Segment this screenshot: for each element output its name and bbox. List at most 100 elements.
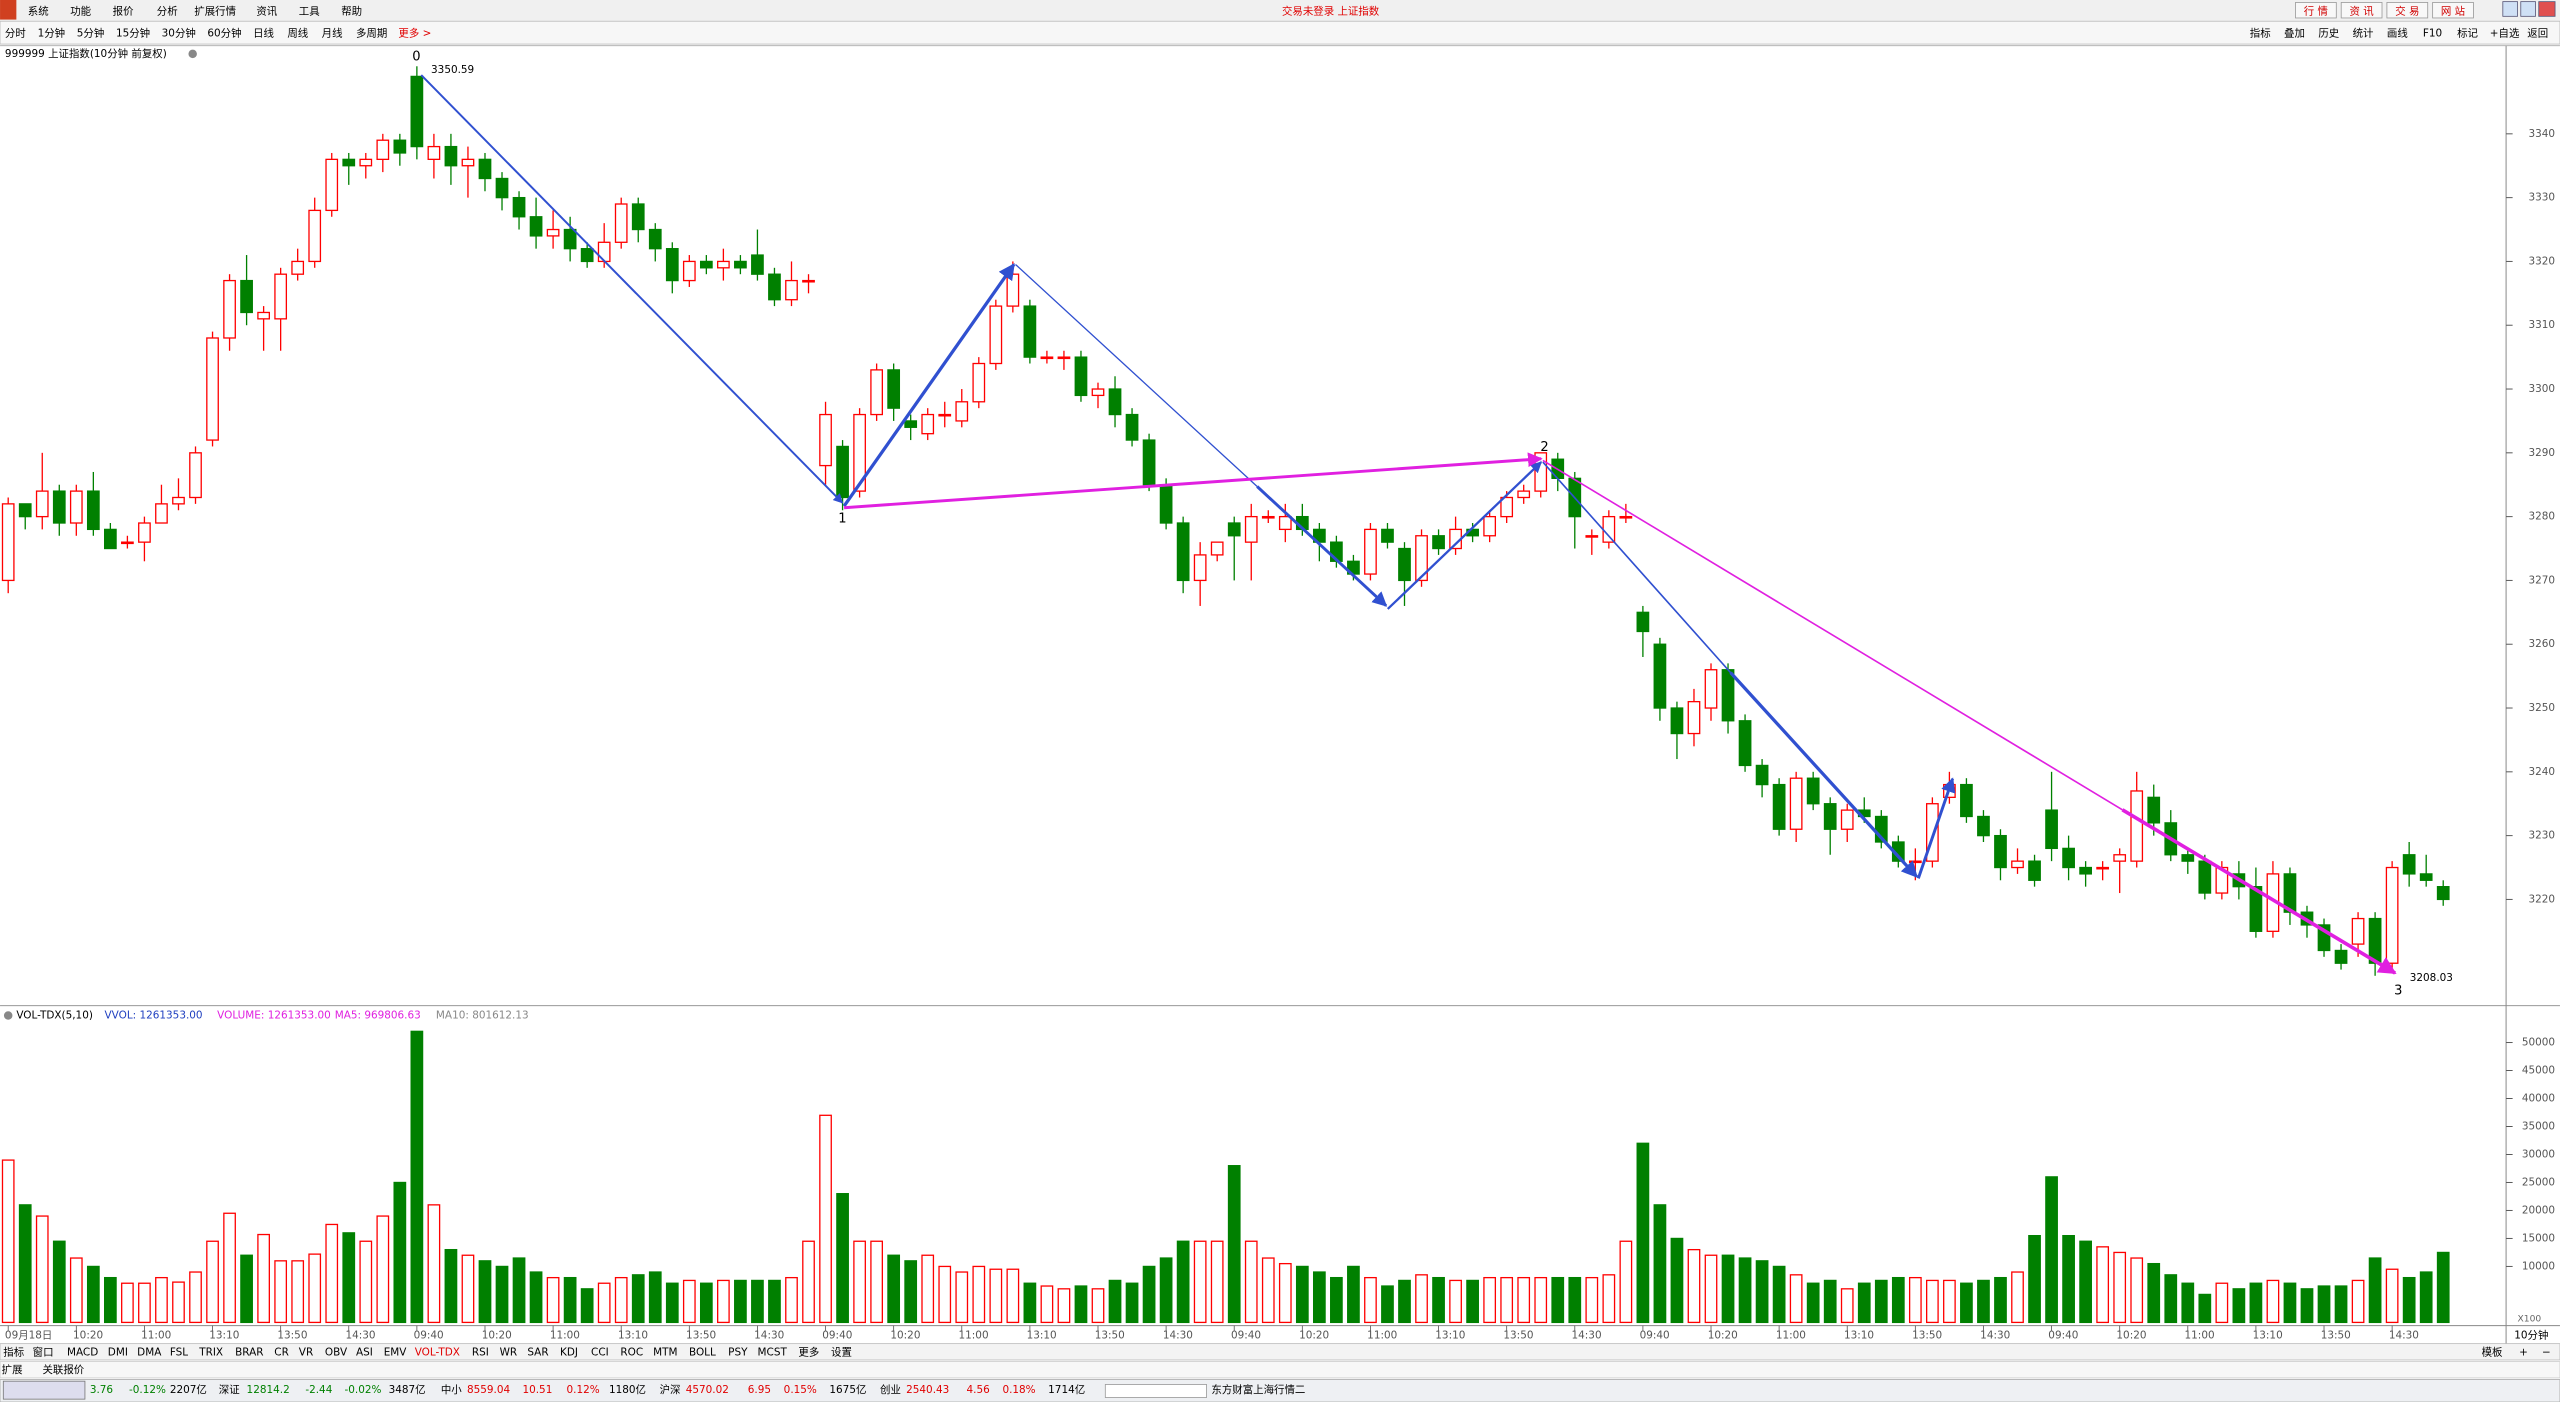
tool-button[interactable]: 指标 <box>2250 26 2271 39</box>
volume-bar <box>1636 1142 1650 1324</box>
period-button[interactable]: 周线 <box>287 26 308 39</box>
indicator-tab[interactable]: DMA <box>137 1347 162 1359</box>
x-tick-label: 13:10 <box>2253 1329 2283 1341</box>
indicator-tab[interactable]: CCI <box>591 1347 609 1359</box>
indicator-tab[interactable]: MACD <box>67 1347 98 1359</box>
menu-item[interactable]: 资讯 <box>256 5 277 17</box>
tool-button[interactable]: 叠加 <box>2284 27 2305 39</box>
volume-bar <box>1295 1265 1309 1324</box>
extra-tab[interactable]: 关联报价 <box>42 1363 84 1376</box>
y-tick-label: 40000 <box>2522 1093 2555 1105</box>
indicator-tab[interactable]: VR <box>299 1347 313 1359</box>
tool-button[interactable]: 统计 <box>2353 26 2374 39</box>
candle-body <box>172 496 185 505</box>
period-button[interactable]: 1分钟 <box>38 26 66 39</box>
volume-bar <box>393 1181 407 1324</box>
period-button[interactable]: 5分钟 <box>77 26 105 39</box>
template-tab[interactable]: − <box>2542 1347 2551 1359</box>
period-button[interactable]: 30分钟 <box>162 26 196 39</box>
volume-bar <box>1159 1257 1173 1324</box>
wave-price: 3208.03 <box>2410 972 2453 984</box>
menu-item[interactable]: 扩展行情 <box>194 4 236 17</box>
top-button[interactable] <box>2432 2 2474 19</box>
indicator-tab[interactable]: MCST <box>758 1347 788 1359</box>
indicator-tab[interactable]: TRIX <box>198 1347 223 1359</box>
candle-body <box>155 503 168 524</box>
indicator-tab[interactable]: EMV <box>384 1347 408 1359</box>
volume-bar <box>2130 1257 2144 1324</box>
period-button[interactable]: 多周期 <box>356 26 387 39</box>
indicator-tab[interactable]: MTM <box>653 1347 677 1359</box>
tool-button[interactable]: F10 <box>2423 27 2442 39</box>
indicator-tab[interactable]: DMI <box>108 1347 128 1359</box>
top-button[interactable] <box>2386 2 2429 19</box>
tool-button[interactable]: 返回 <box>2527 27 2548 39</box>
menu-item[interactable]: 功能 <box>70 4 91 17</box>
indicator-tab[interactable]: WR <box>500 1347 518 1359</box>
menu-item[interactable]: 分析 <box>157 4 178 17</box>
candle-body <box>751 254 764 275</box>
y-tick-label: 3300 <box>2528 383 2555 395</box>
indicator-tab[interactable]: OBV <box>325 1347 348 1359</box>
candle-body <box>1381 528 1394 543</box>
period-button[interactable]: 15分钟 <box>116 26 150 39</box>
x-tick-label: 10:20 <box>1708 1329 1738 1341</box>
volume-bar <box>1449 1279 1462 1324</box>
tool-button[interactable]: 画线 <box>2387 26 2408 39</box>
indicator-tab[interactable]: 窗口 <box>33 1346 54 1359</box>
indicator-tab[interactable]: BOLL <box>689 1347 716 1359</box>
candle-body <box>2045 809 2058 850</box>
top-button-label[interactable]: 网 站 <box>2441 4 2466 17</box>
indicator-tab[interactable]: 更多 <box>798 1346 819 1359</box>
menu-item[interactable]: 系统 <box>28 4 49 17</box>
template-tab[interactable]: + <box>2519 1347 2528 1359</box>
volume-bar <box>2317 1285 2331 1324</box>
volume-bar <box>1176 1240 1190 1324</box>
top-button-label[interactable]: 交 易 <box>2395 4 2419 17</box>
signal-meter <box>1104 1384 1207 1398</box>
volume-bar <box>1415 1274 1428 1324</box>
y-tick-label: 3330 <box>2528 192 2555 204</box>
period-button[interactable]: 60分钟 <box>207 26 241 39</box>
indicator-tab[interactable]: BRAR <box>235 1347 263 1359</box>
indicator-tab[interactable]: VOL-TDX <box>415 1347 460 1359</box>
indicator-tab[interactable]: SAR <box>527 1347 548 1359</box>
indicator-tab[interactable]: KDJ <box>560 1347 578 1359</box>
extra-tab[interactable]: 扩展 <box>2 1363 23 1376</box>
menu-item[interactable]: 报价 <box>113 4 134 17</box>
indicator-tab[interactable]: ROC <box>620 1347 643 1359</box>
tool-button[interactable]: 历史 <box>2318 27 2339 39</box>
x-tick-label: 09:40 <box>822 1329 852 1341</box>
volume-bar <box>870 1240 883 1324</box>
volume-bar <box>444 1248 458 1324</box>
menu-item[interactable]: 工具 <box>299 5 320 17</box>
indicator-tab[interactable]: ASI <box>356 1347 373 1359</box>
indicator-tab[interactable]: 设置 <box>831 1347 852 1359</box>
candle-body <box>1806 777 1820 805</box>
candle-body <box>495 177 509 199</box>
indicator-tab[interactable]: PSY <box>728 1347 748 1359</box>
volume-bar <box>1840 1288 1854 1324</box>
period-button[interactable]: 月线 <box>322 26 343 39</box>
menu-item[interactable]: 帮助 <box>341 4 362 17</box>
volume-bar <box>1364 1276 1377 1324</box>
indicator-tab[interactable]: CR <box>274 1347 289 1359</box>
period-button[interactable]: 日线 <box>253 26 274 39</box>
tool-button[interactable]: +自选 <box>2490 26 2520 39</box>
top-button-label[interactable]: 资 讯 <box>2349 5 2374 17</box>
indicator-tab[interactable]: FSL <box>170 1347 188 1359</box>
indicator-tab[interactable]: 指标 <box>3 1346 24 1359</box>
candle-body <box>2011 860 2024 869</box>
panel-title: VOL-TDX(5,10) <box>16 1009 93 1021</box>
tool-button[interactable]: 标记 <box>2457 27 2478 39</box>
candle-body <box>1721 669 1735 722</box>
volume-bar <box>257 1233 270 1324</box>
indicator-tab[interactable]: RSI <box>472 1347 489 1359</box>
period-button[interactable]: 更多 > <box>398 26 431 39</box>
period-button[interactable]: 分时 <box>5 27 26 39</box>
template-tab[interactable]: 模板 <box>2482 1346 2503 1359</box>
top-button[interactable] <box>2340 2 2383 19</box>
top-button-label[interactable]: 行 情 <box>2304 4 2328 17</box>
top-button[interactable] <box>2295 2 2337 19</box>
volume-bar <box>1857 1282 1871 1324</box>
